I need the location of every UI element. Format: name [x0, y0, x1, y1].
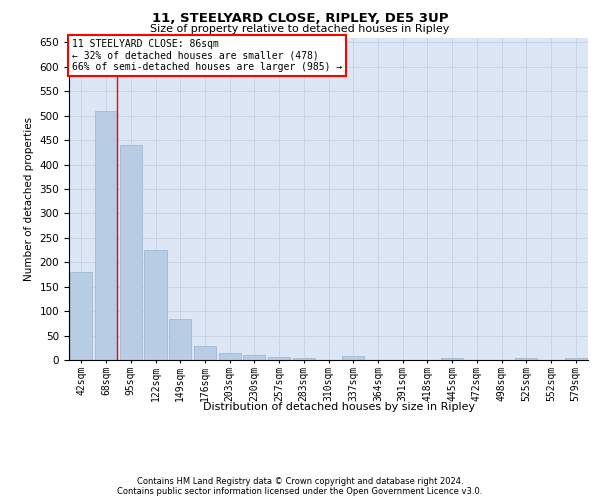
Bar [169, 320, 191, 360]
Bar [441, 358, 463, 360]
Text: Contains HM Land Registry data © Crown copyright and database right 2024.
Contai: Contains HM Land Registry data © Crown c… [118, 476, 482, 496]
Y-axis label: Number of detached properties: Number of detached properties [24, 116, 34, 281]
Text: 11, STEELYARD CLOSE, RIPLEY, DE5 3UP: 11, STEELYARD CLOSE, RIPLEY, DE5 3UP [152, 12, 448, 26]
Text: 11 STEELYARD CLOSE: 86sqm
← 32% of detached houses are smaller (478)
66% of semi: 11 STEELYARD CLOSE: 86sqm ← 32% of detac… [71, 39, 342, 72]
Bar [515, 358, 538, 360]
Bar [293, 358, 315, 360]
Bar [268, 356, 290, 360]
Bar [119, 145, 142, 360]
Bar [342, 356, 364, 360]
Bar [218, 352, 241, 360]
Bar [95, 111, 117, 360]
Bar [243, 355, 265, 360]
Bar [145, 250, 167, 360]
Bar [194, 346, 216, 360]
Text: Size of property relative to detached houses in Ripley: Size of property relative to detached ho… [151, 24, 449, 34]
Bar [70, 272, 92, 360]
Bar [565, 358, 587, 360]
Text: Distribution of detached houses by size in Ripley: Distribution of detached houses by size … [203, 402, 475, 412]
